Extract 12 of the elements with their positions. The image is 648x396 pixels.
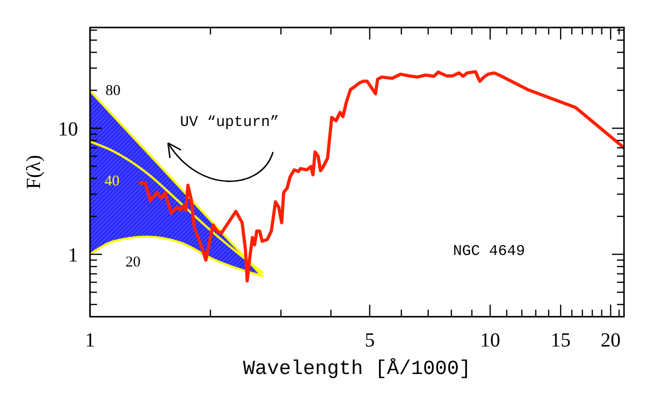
y-axis-title: F(λ)	[23, 155, 45, 190]
x-tick-label: 15	[550, 330, 571, 352]
x-tick-label: 10	[480, 330, 500, 352]
series-label: 20	[126, 254, 140, 270]
annotation: NGC 4649	[452, 243, 526, 260]
x-axis-title: Wavelength [Å/1000]	[242, 358, 472, 381]
series-label: 40	[104, 174, 120, 190]
annotation: UV “upturn”	[180, 114, 280, 131]
x-tick-label: 20	[600, 330, 621, 352]
series-label: 80	[106, 82, 120, 99]
x-tick-label: 1	[85, 330, 95, 352]
x-tick-label: 5	[364, 330, 375, 352]
